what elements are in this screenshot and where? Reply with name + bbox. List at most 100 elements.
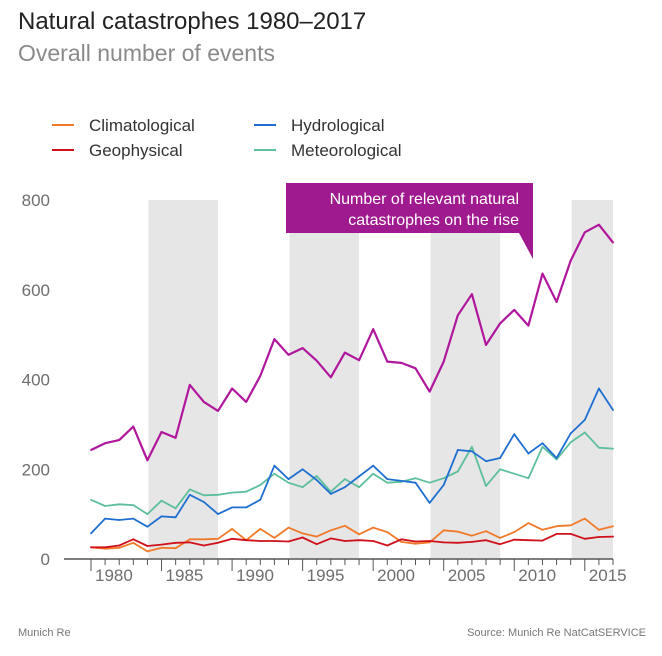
series-geophysical-point — [104, 546, 107, 549]
series-meteorological-point — [217, 493, 219, 496]
series-geophysical-point — [146, 545, 149, 547]
series-hydrological-point — [118, 519, 121, 521]
footer-brand: Munich Re — [18, 627, 71, 639]
series-total-point — [273, 338, 276, 341]
series-climatological-point — [513, 531, 516, 533]
x-tick-label: 1990 — [236, 566, 274, 585]
series-climatological-point — [287, 526, 290, 529]
series-climatological-point — [315, 535, 318, 538]
series-geophysical-point — [583, 537, 586, 540]
series-geophysical-point — [132, 538, 135, 541]
legend-label-meteorological: Meteorological — [291, 141, 402, 160]
series-hydrological — [90, 387, 614, 535]
series-total-point — [90, 449, 92, 451]
line-chart: 0 200 400 600 800 1980 1985 1990 1995 2000 2005 20… — [22, 116, 627, 585]
series-climatological-point — [555, 525, 558, 528]
annotation-callout: Number of relevant natural catastrophes … — [286, 183, 533, 259]
series-geophysical-point — [569, 532, 572, 535]
series-meteorological-point — [372, 472, 375, 475]
series-total-point — [231, 387, 233, 390]
series-geophysical-point — [471, 541, 473, 543]
series-hydrological-point — [301, 468, 304, 471]
series-hydrological-point — [315, 479, 318, 481]
series-meteorological-point — [612, 447, 614, 450]
series-geophysical-point — [414, 540, 417, 543]
series-geophysical-point — [442, 541, 445, 544]
series-climatological-point — [231, 528, 233, 530]
series-geophysical-point — [358, 539, 360, 542]
series-hydrological-point — [358, 475, 360, 478]
series-climatological-point — [202, 538, 205, 541]
series-total-point — [386, 360, 389, 363]
series-meteorological-point — [386, 481, 389, 484]
series-geophysical-point — [90, 546, 92, 549]
series-geophysical-point — [428, 540, 431, 542]
series-total-point — [315, 359, 318, 362]
series-meteorological-point — [329, 490, 332, 493]
series-hydrological-point — [541, 442, 544, 445]
series-geophysical-point — [344, 540, 346, 542]
series-climatological-point — [301, 532, 304, 535]
y-tick-label: 800 — [22, 191, 50, 210]
shaded-band-2 — [430, 200, 501, 559]
series-climatological-point — [188, 538, 191, 541]
chart-subtitle: Overall number of events — [18, 40, 275, 66]
series-meteorological-point — [259, 484, 262, 486]
annotation-line-1: Number of relevant natural — [330, 191, 519, 208]
series-climatological-line — [90, 517, 614, 553]
y-tick-label: 0 — [41, 550, 50, 569]
series-meteorological-point — [471, 445, 473, 448]
y-axis: 0 200 400 600 800 — [22, 191, 50, 569]
series-climatological-point — [273, 537, 276, 539]
series-total-point — [583, 231, 586, 234]
series-meteorological-point — [513, 472, 516, 475]
series-climatological-point — [471, 534, 473, 537]
series-total-point — [555, 300, 558, 303]
series-total-point — [428, 390, 431, 393]
series-meteorological-point — [273, 472, 276, 475]
series-meteorological-point — [583, 431, 586, 434]
series-hydrological-point — [583, 418, 586, 421]
series-total-point — [160, 431, 163, 433]
series-hydrological-point — [555, 457, 558, 459]
series-geophysical — [90, 532, 614, 549]
series-total-line — [90, 223, 614, 462]
series-geophysical-point — [456, 541, 459, 544]
x-tick-label: 2010 — [518, 566, 556, 585]
series-total-point — [329, 376, 332, 379]
series-total-point — [456, 314, 459, 317]
x-tick-label: 1995 — [307, 566, 345, 585]
series-geophysical-point — [315, 543, 318, 546]
series-climatological-point — [217, 537, 219, 540]
series-hydrological-point — [90, 532, 92, 535]
series-climatological-point — [372, 526, 375, 529]
series-climatological-point — [386, 531, 389, 533]
series-hydrological-point — [231, 506, 233, 509]
y-tick-label: 400 — [22, 371, 50, 390]
series-geophysical-point — [499, 543, 502, 546]
series-geophysical-point — [513, 538, 516, 541]
series-geophysical-point — [174, 541, 177, 544]
series-climatological-point — [104, 547, 107, 550]
legend-label-climatological: Climatological — [89, 116, 195, 135]
y-tick-label: 600 — [22, 281, 50, 300]
series-climatological-point — [597, 528, 600, 531]
series-meteorological-point — [287, 481, 290, 484]
series-meteorological-point — [442, 477, 445, 480]
series-geophysical-point — [400, 538, 403, 541]
series-meteorological-point — [555, 458, 558, 461]
series-meteorological-point — [527, 477, 530, 480]
series-hydrological-line — [90, 387, 614, 535]
series-total-point — [612, 241, 614, 244]
series-hydrological-point — [513, 433, 516, 436]
series-meteorological-point — [499, 468, 502, 471]
series-hydrological-point — [372, 464, 375, 467]
series-hydrological-point — [527, 452, 530, 455]
series-climatological-point — [541, 528, 544, 531]
series-hydrological-point — [245, 506, 248, 509]
series-total-point — [259, 375, 262, 377]
series-geophysical-point — [541, 539, 544, 542]
series-total-point — [499, 322, 502, 325]
series-climatological-point — [414, 542, 417, 545]
series-climatological-point — [174, 547, 177, 550]
